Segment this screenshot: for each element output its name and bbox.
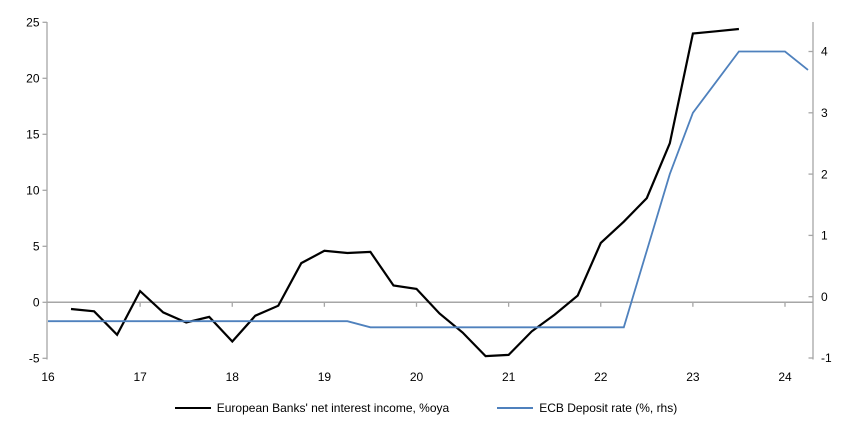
- right-axis-tick-label: -1: [821, 351, 832, 365]
- legend-label-ecb-deposit-rate: ECB Deposit rate (%, rhs): [539, 401, 678, 415]
- legend-line-sample-black: [174, 407, 211, 409]
- left-axis-tick-label: 5: [33, 240, 40, 254]
- legend-item-ecb-deposit-rate: ECB Deposit rate (%, rhs): [497, 401, 677, 415]
- left-axis-tick-label: 15: [26, 128, 40, 142]
- x-axis-tick-label: 21: [502, 370, 516, 384]
- left-axis-tick-label: 10: [26, 184, 40, 198]
- legend-label-net-interest-income: European Banks' net interest income, %oy…: [216, 401, 450, 415]
- right-axis-tick-label: 0: [821, 290, 828, 304]
- x-axis-tick-label: 20: [410, 370, 424, 384]
- left-axis-tick-label: -5: [29, 352, 40, 366]
- right-axis-tick-label: 1: [821, 229, 828, 243]
- x-axis-tick-label: 23: [686, 370, 700, 384]
- legend-item-net-interest-income: European Banks' net interest income, %oy…: [174, 401, 450, 415]
- x-axis-tick-label: 19: [318, 370, 332, 384]
- right-axis-tick-label: 4: [821, 45, 828, 59]
- chart-legend: European Banks' net interest income, %oy…: [0, 401, 852, 415]
- series-line-net-interest-income: [70, 27, 740, 358]
- right-axis-tick-label: 2: [821, 167, 828, 181]
- left-axis-tick-label: 20: [26, 72, 40, 86]
- left-axis-tick-label: 0: [33, 296, 40, 310]
- series-line-ecb-deposit-rate: [48, 50, 809, 329]
- legend-line-sample-blue: [497, 407, 534, 409]
- x-axis-tick-label: 16: [41, 370, 55, 384]
- right-axis-tick-label: 3: [821, 106, 828, 120]
- x-axis-tick-label: 22: [594, 370, 608, 384]
- left-axis-tick-label: 25: [26, 16, 40, 30]
- x-axis-tick-label: 24: [778, 370, 792, 384]
- x-axis-tick-label: 17: [133, 370, 147, 384]
- x-axis-tick-label: 18: [226, 370, 240, 384]
